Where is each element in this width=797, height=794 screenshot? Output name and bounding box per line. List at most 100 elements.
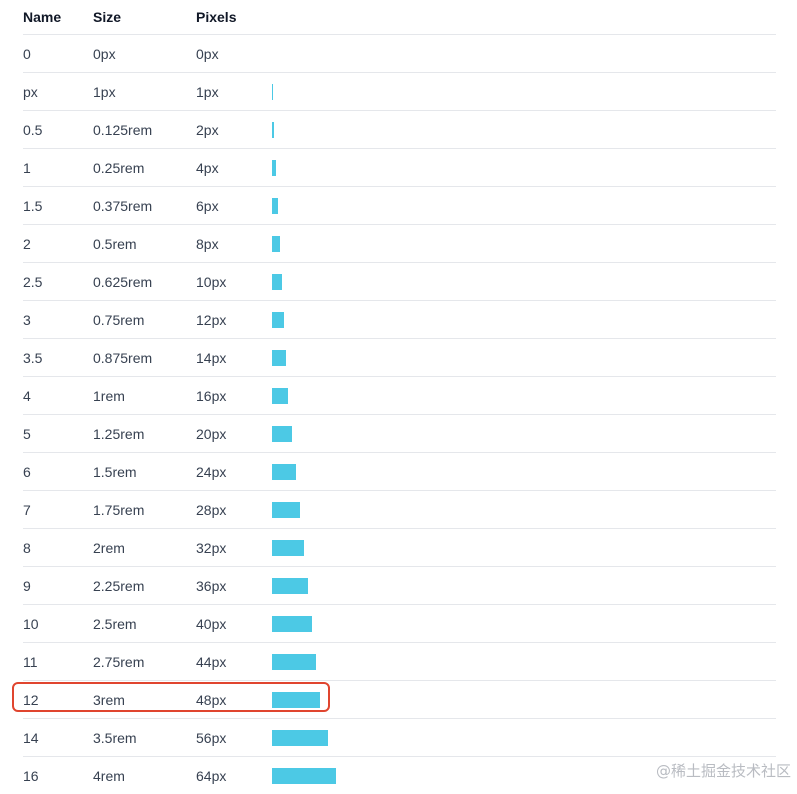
table-row: 4 1rem 16px: [23, 377, 776, 415]
row-name: 2: [23, 236, 31, 252]
row-name: 0.5: [23, 122, 43, 138]
table-row: 7 1.75rem 28px: [23, 491, 776, 529]
table-row: 12 3rem 48px: [23, 681, 776, 719]
row-name: px: [23, 84, 38, 100]
table-row: 8 2rem 32px: [23, 529, 776, 567]
size-bar: [272, 122, 274, 138]
row-name: 11: [23, 654, 38, 670]
size-bar: [272, 198, 278, 214]
table-row: 0 0px 0px: [23, 35, 776, 73]
row-size: 0.625rem: [93, 274, 153, 290]
size-bar: [272, 236, 280, 252]
row-size: 4rem: [93, 768, 125, 784]
row-size: 0.125rem: [93, 122, 153, 138]
size-bar: [272, 730, 328, 746]
size-bar: [272, 464, 296, 480]
row-name: 6: [23, 464, 31, 480]
row-size: 0.5rem: [93, 236, 137, 252]
table-row: 10 2.5rem 40px: [23, 605, 776, 643]
size-bar: [272, 274, 282, 290]
row-size: 2.75rem: [93, 654, 145, 670]
size-bar: [272, 426, 292, 442]
size-bar: [272, 768, 336, 784]
row-size: 3rem: [93, 692, 125, 708]
row-name: 16: [23, 768, 39, 784]
table-body: 0 0px 0px px 1px 1px 0.5 0.125rem 2px 1 0.25rem 4px…: [23, 35, 776, 794]
row-size: 2.5rem: [93, 616, 137, 632]
row-name: 8: [23, 540, 31, 556]
table-row: 11 2.75rem 44px: [23, 643, 776, 681]
table-row: 0.5 0.125rem 2px: [23, 111, 776, 149]
row-pixels: 10px: [196, 274, 227, 290]
row-name: 3: [23, 312, 31, 328]
row-pixels: 6px: [196, 198, 219, 214]
table-row: 16 4rem 64px: [23, 757, 776, 794]
row-name: 7: [23, 502, 31, 518]
row-pixels: 1px: [196, 84, 219, 100]
row-size: 1.25rem: [93, 426, 145, 442]
size-bar: [272, 312, 284, 328]
table-row: 2.5 0.625rem 10px: [23, 263, 776, 301]
table-row: 3 0.75rem 12px: [23, 301, 776, 339]
row-name: 9: [23, 578, 31, 594]
row-name: 10: [23, 616, 39, 632]
row-pixels: 16px: [196, 388, 227, 404]
row-pixels: 44px: [196, 654, 227, 670]
row-name: 5: [23, 426, 31, 442]
table-row: px 1px 1px: [23, 73, 776, 111]
size-bar: [272, 502, 300, 518]
row-pixels: 64px: [196, 768, 227, 784]
row-size: 1px: [93, 84, 116, 100]
table-header: Name Size Pixels: [23, 0, 776, 35]
header-pixels: Pixels: [196, 9, 237, 25]
row-size: 0.875rem: [93, 350, 153, 366]
size-bar: [272, 616, 312, 632]
table-row: 9 2.25rem 36px: [23, 567, 776, 605]
row-pixels: 24px: [196, 464, 227, 480]
row-name: 1.5: [23, 198, 43, 214]
table-row: 5 1.25rem 20px: [23, 415, 776, 453]
row-pixels: 40px: [196, 616, 227, 632]
size-bar: [272, 692, 320, 708]
row-size: 1.5rem: [93, 464, 137, 480]
row-size: 0.25rem: [93, 160, 145, 176]
watermark: @稀土掘金技术社区: [655, 762, 791, 780]
row-name: 3.5: [23, 350, 43, 366]
header-name: Name: [23, 9, 62, 25]
row-pixels: 32px: [196, 540, 227, 556]
size-bar: [272, 350, 286, 366]
table-row: 1.5 0.375rem 6px: [23, 187, 776, 225]
row-pixels: 36px: [196, 578, 227, 594]
row-size: 0.75rem: [93, 312, 145, 328]
row-size: 2.25rem: [93, 578, 145, 594]
row-size: 1rem: [93, 388, 125, 404]
row-name: 14: [23, 730, 39, 746]
row-pixels: 8px: [196, 236, 219, 252]
table-row: 3.5 0.875rem 14px: [23, 339, 776, 377]
spacing-table: Name Size Pixels 0 0px 0px px 1px 1px 0.5 0.125…: [23, 0, 776, 794]
row-pixels: 0px: [196, 46, 219, 62]
row-pixels: 28px: [196, 502, 227, 518]
row-name: 0: [23, 46, 31, 62]
row-pixels: 48px: [196, 692, 227, 708]
row-pixels: 56px: [196, 730, 227, 746]
row-pixels: 20px: [196, 426, 227, 442]
row-pixels: 2px: [196, 122, 219, 138]
row-name: 1: [23, 160, 31, 176]
size-bar: [272, 540, 304, 556]
row-size: 0.375rem: [93, 198, 153, 214]
table-row: 1 0.25rem 4px: [23, 149, 776, 187]
row-name: 4: [23, 388, 31, 404]
row-size: 2rem: [93, 540, 125, 556]
row-size: 0px: [93, 46, 116, 62]
row-pixels: 4px: [196, 160, 219, 176]
table-row: 2 0.5rem 8px: [23, 225, 776, 263]
size-bar: [272, 578, 308, 594]
table-row: 14 3.5rem 56px: [23, 719, 776, 757]
row-pixels: 12px: [196, 312, 227, 328]
size-bar: [272, 388, 288, 404]
row-size: 1.75rem: [93, 502, 145, 518]
row-pixels: 14px: [196, 350, 227, 366]
size-bar: [272, 160, 276, 176]
size-bar: [272, 654, 316, 670]
